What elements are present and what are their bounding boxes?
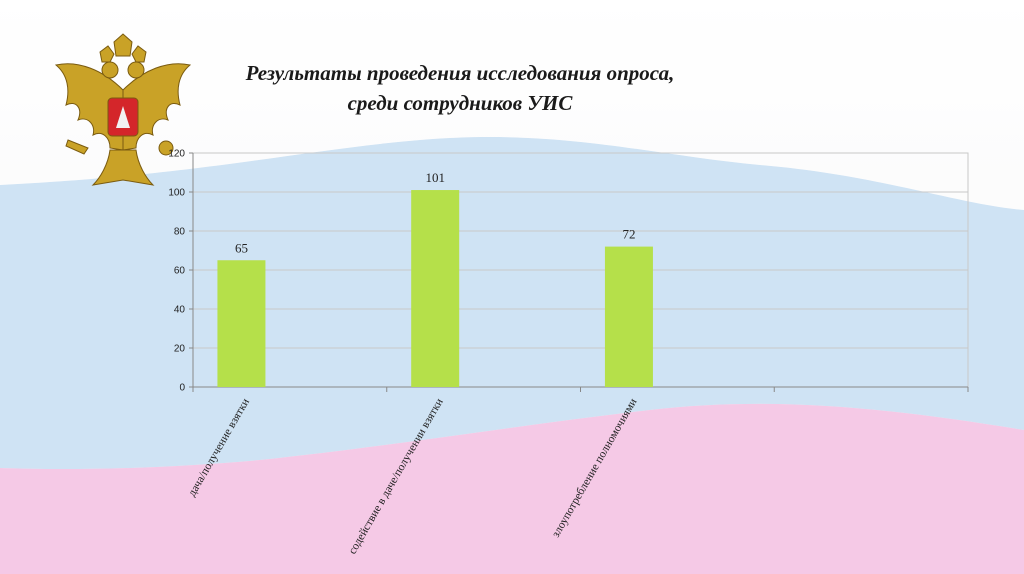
x-category-label: содействие в даче/получении взятки (347, 397, 446, 557)
bar (604, 246, 653, 387)
title-line-1: Результаты проведения исследования опрос… (245, 61, 675, 85)
title-line-2: среди сотрудников УИС (347, 91, 573, 115)
y-tick-label: 0 (179, 383, 185, 394)
y-tick-label: 40 (174, 305, 186, 316)
data-label: 65 (235, 240, 248, 255)
y-tick-label: 120 (168, 149, 185, 160)
bar (411, 190, 460, 387)
data-label: 72 (622, 227, 635, 242)
y-tick-label: 100 (168, 188, 185, 199)
y-tick-label: 60 (174, 266, 186, 277)
data-label: 101 (425, 170, 445, 185)
x-category-label: дача/получение взятки (186, 397, 252, 499)
flag-pink-band (0, 403, 1024, 574)
slide-title: Результаты проведения исследования опрос… (160, 58, 760, 118)
coat-of-arms-icon (54, 33, 192, 186)
plot-area: 0 20 40 60 80 100 120 65 дача/получение взятки 10… (168, 149, 969, 557)
x-category-label: злоупотребление полномочиями (550, 397, 640, 540)
y-tick-label: 20 (174, 344, 186, 355)
bar (217, 260, 266, 387)
y-tick-label: 80 (174, 227, 186, 238)
